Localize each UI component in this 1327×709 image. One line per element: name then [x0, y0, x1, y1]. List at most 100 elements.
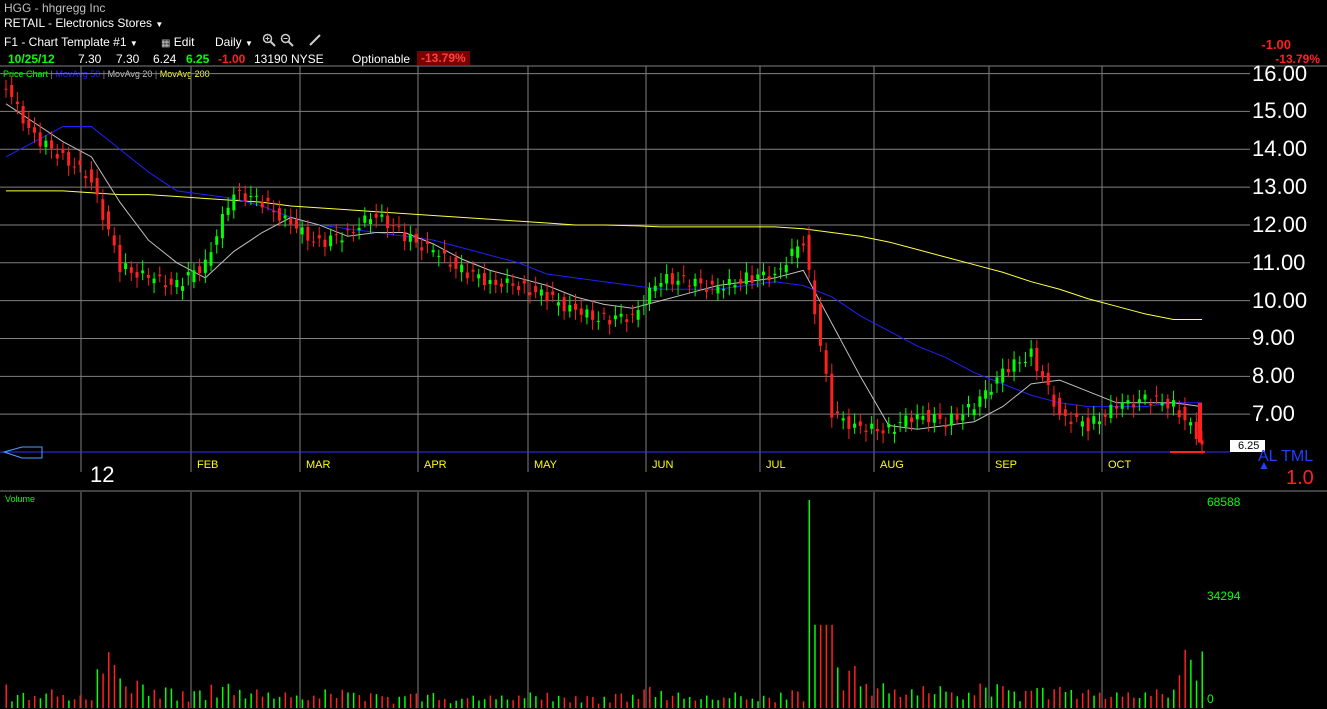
candle-body — [334, 234, 338, 236]
volume-bar — [483, 699, 486, 708]
period-dropdown[interactable]: Daily ▼ — [215, 35, 253, 49]
candle-body — [403, 232, 407, 242]
zoom-out-icon[interactable] — [280, 33, 294, 47]
volume-bar — [854, 665, 856, 708]
candle-body — [539, 289, 543, 296]
volume-bar — [147, 695, 150, 708]
volume-bar — [1053, 689, 1055, 708]
volume-bar — [540, 699, 543, 708]
candle-body — [300, 227, 304, 235]
volume-bar — [409, 693, 412, 708]
candle-body — [380, 214, 384, 217]
candle-body — [78, 160, 82, 165]
volume-bar — [774, 702, 776, 708]
volume-bar — [1138, 698, 1141, 708]
volume-bar — [762, 695, 765, 708]
candle-body — [727, 279, 731, 286]
candle-body — [50, 140, 54, 149]
volume-bar — [33, 695, 36, 708]
volume-bar — [1007, 690, 1010, 708]
candle-body — [1149, 404, 1153, 406]
volume-bar — [1184, 649, 1186, 708]
candle-body — [693, 278, 697, 287]
candle-body — [95, 177, 99, 195]
candle-body — [756, 274, 760, 280]
candle-body — [1086, 417, 1090, 432]
volume-bar — [432, 692, 435, 708]
volume-bar — [295, 695, 298, 708]
candle-body — [89, 169, 93, 183]
volume-bar — [11, 701, 13, 708]
sector-dropdown[interactable]: RETAIL - Electronics Stores ▼ — [4, 16, 163, 30]
volume-bar — [614, 693, 617, 708]
volume-bar — [626, 701, 628, 708]
volume-bar — [1127, 692, 1129, 708]
candle-body — [710, 280, 714, 285]
symbol-title[interactable]: HGG - hhgregg Inc — [4, 1, 106, 15]
volume-bar — [1116, 692, 1118, 708]
candle-body — [955, 414, 959, 420]
candle-body — [363, 215, 367, 223]
volume-scale-max: 68588 — [1207, 495, 1241, 509]
volume-bar — [28, 699, 30, 708]
candle-body — [351, 231, 355, 233]
volume-bar — [73, 699, 76, 708]
candle-body — [574, 303, 578, 310]
template-dropdown[interactable]: F1 - Chart Template #1 ▼ — [4, 35, 138, 49]
volume-bar — [683, 698, 685, 708]
volume-bar — [825, 624, 828, 708]
alert-label[interactable]: AL TML — [1258, 448, 1314, 465]
quote-volume: 13190 — [254, 52, 288, 66]
volume-bar — [819, 624, 822, 708]
candle-body — [84, 176, 88, 179]
optionable-label: Optionable — [352, 52, 411, 66]
candle-body — [887, 423, 891, 428]
volume-bar — [478, 700, 480, 708]
x-axis-month-label: OCT — [1108, 459, 1132, 471]
volume-bar — [523, 698, 526, 708]
edit-button[interactable]: ▦ Edit — [161, 35, 194, 49]
volume-bar — [723, 697, 725, 708]
candle-body — [112, 235, 116, 246]
volume-bar — [68, 700, 70, 708]
candle-body — [4, 88, 8, 90]
volume-label: Volume — [5, 494, 36, 504]
volume-bar — [985, 687, 987, 708]
volume-bar — [597, 703, 600, 708]
volume-bar — [381, 696, 383, 708]
volume-bar — [193, 691, 195, 708]
y-axis-tick-label: 16.00 — [1252, 60, 1308, 86]
last-price-tag: 6.25 — [1230, 440, 1266, 452]
candle-body — [972, 409, 976, 416]
volume-bar — [39, 698, 42, 708]
pencil-icon[interactable] — [308, 33, 322, 47]
candle-body — [676, 280, 680, 285]
volume-bar — [438, 700, 440, 708]
candle-body — [1035, 348, 1039, 372]
candle-body — [61, 148, 65, 154]
volume-bar — [808, 500, 811, 708]
volume-bar — [979, 683, 981, 708]
candle-body — [431, 250, 435, 253]
x-axis-month-label: JUL — [766, 459, 786, 471]
volume-bar — [575, 696, 577, 708]
volume-bar — [745, 699, 748, 708]
zoom-in-icon[interactable] — [262, 33, 276, 47]
volume-bar — [108, 652, 110, 708]
volume-bar — [911, 689, 913, 708]
y-axis-tick-label: 10.00 — [1252, 287, 1308, 313]
quote-open: 7.30 — [78, 52, 102, 66]
volume-bar — [956, 696, 959, 708]
candle-body — [1001, 368, 1005, 383]
volume-bar — [586, 696, 588, 708]
volume-bar — [392, 703, 395, 708]
volume-bar — [837, 667, 839, 708]
candle-body — [72, 166, 76, 168]
candle-body — [801, 243, 805, 246]
candle-body — [602, 312, 606, 314]
volume-bar — [990, 696, 993, 708]
candle-body — [733, 285, 737, 288]
volume-bar — [557, 695, 560, 708]
candle-body — [517, 286, 521, 291]
